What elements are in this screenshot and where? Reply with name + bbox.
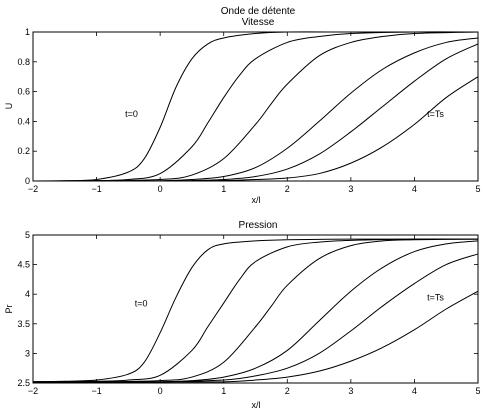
- series-line-5: [32, 253, 479, 383]
- chart-pression: Pression −2 −1 0 1 2 3 4 5 2.533.544.55 x/l Pr …: [4, 220, 481, 410]
- x-axis-label: x/l: [252, 195, 261, 205]
- y-tick-label: 4.5: [17, 260, 30, 270]
- y-tick-labels: 0 0.2 0.4 0.6 0.8 1: [17, 27, 30, 186]
- x-axis-label: x/l: [252, 400, 261, 410]
- y-tick-label: 0: [25, 176, 30, 186]
- x-tick-labels: −2 −1 0 1 2 3 4 5: [28, 386, 481, 396]
- x-tick-labels: −2 −1 0 1 2 3 4 5: [28, 184, 481, 194]
- x-tick-label: −1: [91, 184, 101, 194]
- annotation-label: t=0: [125, 109, 138, 119]
- x-tick-label: 0: [158, 184, 163, 194]
- x-tick-label: −2: [28, 184, 38, 194]
- annotation-label: t=Ts: [427, 109, 444, 119]
- y-tick-label: 5: [25, 230, 30, 240]
- y-tick-label: 0.8: [17, 57, 30, 67]
- y-tick-label: 0.4: [17, 116, 30, 126]
- annotation-label: t=0: [135, 299, 148, 309]
- y-tick-label: 1: [25, 27, 30, 37]
- y-tick-label: 0.2: [17, 146, 30, 156]
- x-tick-label: 2: [285, 386, 290, 396]
- x-tick-label: 3: [348, 184, 353, 194]
- y-axis-label: U: [4, 103, 14, 110]
- y-tick-label: 4: [25, 289, 30, 299]
- series-line-3: [32, 238, 479, 383]
- x-tick-label: 1: [221, 386, 226, 396]
- series-line-1: [32, 238, 478, 383]
- y-tick-labels: 2.5 3 3.5 4 4.5 5: [17, 230, 30, 388]
- plot-area: [32, 31, 479, 182]
- chart-title: Vitesse: [242, 17, 275, 28]
- x-tick-label: 4: [412, 386, 417, 396]
- series-line-5: [32, 43, 479, 182]
- x-tick-label: 5: [475, 386, 480, 396]
- y-axis-label: Pr: [4, 304, 14, 313]
- x-tick-label: −2: [28, 386, 38, 396]
- annotations: t=0 t=Ts: [135, 293, 445, 309]
- series-line-2: [32, 31, 479, 182]
- chart-title: Pression: [239, 220, 278, 231]
- x-tick-label: 2: [285, 184, 290, 194]
- x-tick-label: −1: [91, 386, 101, 396]
- tick-marks: [32, 31, 479, 182]
- x-tick-label: 3: [348, 386, 353, 396]
- axes-frame: [32, 31, 479, 182]
- series-line-2: [32, 238, 479, 383]
- x-tick-label: 5: [475, 184, 480, 194]
- chart-vitesse: Vitesse −2 −1 0 1 2 3 4 5 00.20.40.60.81 x/l U …: [4, 17, 481, 205]
- y-tick-label: 2.5: [17, 378, 30, 388]
- tick-marks: [32, 234, 479, 384]
- plot-area: [32, 238, 479, 383]
- series-line-6: [32, 290, 479, 383]
- x-tick-label: 4: [412, 184, 417, 194]
- y-tick-label: 0.6: [17, 87, 30, 97]
- figure-title: Onde de détente: [221, 6, 296, 17]
- axes-frame: [32, 234, 479, 384]
- annotations: t=0 t=Ts: [125, 109, 444, 119]
- x-tick-label: 0: [158, 386, 163, 396]
- y-tick-label: 3: [25, 348, 30, 358]
- series-line-6: [32, 76, 479, 182]
- y-tick-label: 3.5: [17, 319, 30, 329]
- x-tick-label: 1: [221, 184, 226, 194]
- annotation-label: t=Ts: [427, 293, 444, 303]
